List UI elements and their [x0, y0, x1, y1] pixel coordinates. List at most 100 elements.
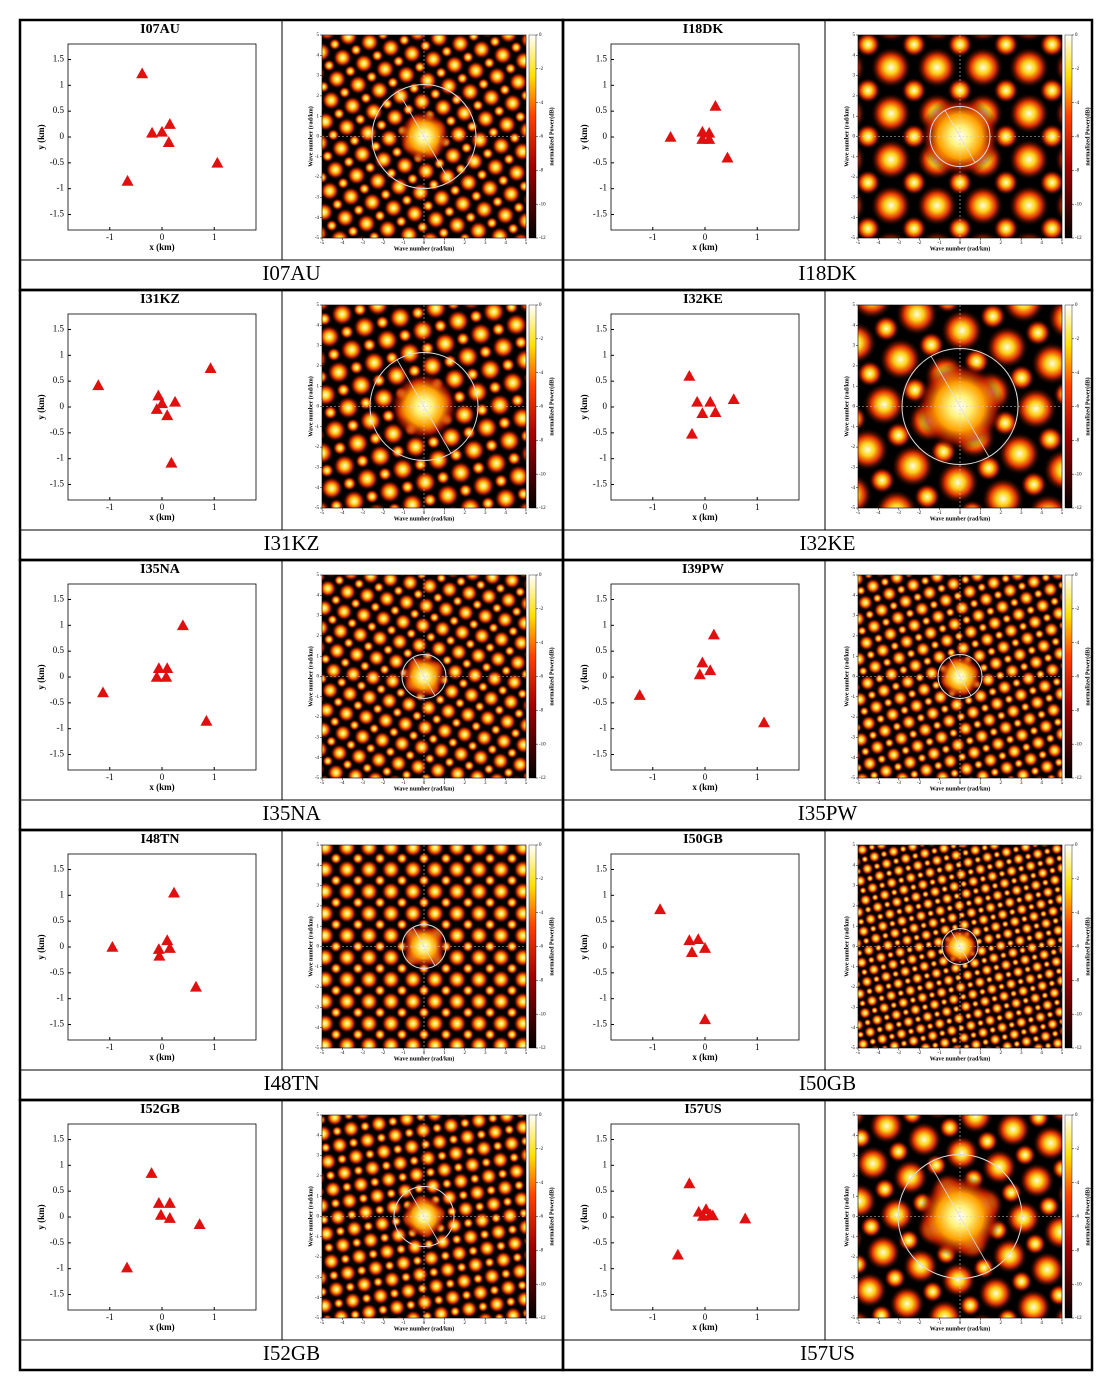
y-tick-label: -3 — [851, 1006, 856, 1011]
x-tick-label: 3 — [484, 511, 487, 516]
y-tick-label: -1.5 — [593, 1289, 608, 1299]
y-tick-label: 0 — [317, 945, 320, 950]
y-tick-label: -3 — [315, 196, 320, 201]
beam-pattern — [858, 35, 1062, 238]
ring — [393, 1186, 455, 1247]
colorbar-tick-label: -4 — [539, 1181, 544, 1186]
y-tick-label: 0 — [603, 671, 608, 681]
x-tick-label: -5 — [856, 781, 861, 786]
x-tick-label: 4 — [504, 781, 507, 786]
x-tick-label: -3 — [361, 241, 366, 246]
colorbar-tick-label: -2 — [539, 877, 544, 882]
x-tick-label: -2 — [381, 1051, 386, 1056]
x-tick-label: 5 — [525, 511, 528, 516]
y-tick-label: 0 — [60, 671, 65, 681]
ring — [369, 352, 479, 461]
x-tick-label: -1 — [402, 1321, 407, 1326]
colorbar-tick-label: -4 — [539, 641, 544, 646]
chart-title: I50GB — [683, 832, 723, 847]
x-tick-label: 4 — [504, 511, 507, 516]
y-tick-label: 0.5 — [53, 105, 65, 115]
x-tick-label: 3 — [484, 241, 487, 246]
x-axis-label: x (km) — [692, 782, 717, 792]
y-tick-label: 1 — [603, 1159, 608, 1169]
colorbar — [1064, 844, 1073, 1049]
x-tick-label: -5 — [856, 241, 861, 246]
y-tick-label: 0.5 — [53, 645, 65, 655]
x-tick-label: 4 — [1040, 241, 1043, 246]
colorbar-tick-label: -8 — [1075, 438, 1080, 443]
y-axis-label: Wave number (rad/km) — [843, 376, 850, 437]
x-tick-label: 2 — [1000, 1051, 1003, 1056]
colorbar-tick-label: -8 — [539, 708, 544, 713]
x-tick-label: -1 — [938, 511, 943, 516]
y-tick-label: -3 — [851, 1276, 856, 1281]
azimuth-line — [397, 91, 451, 182]
y-tick-label: -5 — [851, 506, 856, 511]
x-tick-label: 5 — [525, 241, 528, 246]
y-tick-label: -1.5 — [593, 479, 608, 489]
beam-pattern — [322, 575, 526, 778]
x-axis-label: Wave number (rad/km) — [394, 1055, 455, 1062]
colorbar-tick-label: -6 — [539, 1215, 544, 1220]
station-marker — [671, 1248, 684, 1260]
x-axis-label: Wave number (rad/km) — [930, 785, 991, 792]
station-marker — [696, 407, 709, 418]
x-tick-label: 5 — [525, 781, 528, 786]
y-tick-label: -2 — [851, 1255, 856, 1260]
caption: I18DK — [798, 261, 856, 285]
colorbar-tick-label: -12 — [1075, 506, 1082, 511]
station-marker — [683, 934, 696, 946]
colorbar-tick-label: -8 — [539, 1248, 544, 1253]
plot-frame — [610, 313, 800, 501]
colorbar-tick-label: -6 — [539, 135, 544, 140]
station-marker — [204, 362, 217, 374]
y-tick-label: 2 — [853, 1174, 856, 1179]
station-marker — [654, 903, 667, 915]
chart-title: I39PW — [682, 562, 724, 577]
x-tick-label: -1 — [649, 502, 657, 512]
y-axis-label: y (km) — [36, 934, 46, 959]
azimuth-line — [396, 359, 452, 454]
colorbar-tick-label: -8 — [539, 978, 544, 983]
y-tick-label: 1 — [853, 384, 856, 389]
y-tick-label: 0 — [853, 675, 856, 680]
colorbar-tick-label: 0 — [539, 303, 542, 308]
station-marker — [189, 980, 202, 992]
y-tick-label: 0 — [603, 401, 608, 411]
y-tick-label: 2 — [853, 364, 856, 369]
caption: I35PW — [798, 801, 858, 825]
station-marker — [163, 118, 176, 129]
x-tick-label: -5 — [320, 1051, 325, 1056]
station-marker — [693, 668, 706, 680]
x-tick-label: -2 — [381, 241, 386, 246]
colorbar-tick-label: -4 — [1075, 911, 1080, 916]
y-tick-label: -0.5 — [50, 697, 65, 707]
x-tick-label: -1 — [402, 1051, 407, 1056]
colorbar-tick-label: -6 — [1075, 135, 1080, 140]
station-marker — [150, 403, 163, 414]
beam-pattern — [322, 305, 526, 508]
azimuth-line — [412, 927, 436, 966]
x-tick-label: 5 — [525, 1321, 528, 1326]
caption: I48TN — [264, 1071, 320, 1095]
station-marker — [145, 1167, 158, 1178]
station-marker — [709, 100, 722, 111]
colorbar-tick-label: -8 — [539, 438, 544, 443]
colorbar-tick-label: -2 — [1075, 337, 1080, 342]
colorbar-tick-label: -4 — [539, 911, 544, 916]
station-marker — [706, 1209, 719, 1221]
y-tick-label: -1 — [600, 453, 608, 463]
x-tick-label: 4 — [504, 1321, 507, 1326]
y-tick-label: -4 — [315, 486, 320, 491]
x-tick-label: -3 — [361, 1321, 366, 1326]
station-marker — [683, 1177, 696, 1189]
station-marker — [165, 456, 178, 468]
y-tick-label: -4 — [851, 216, 856, 221]
colorbar-tick-label: -2 — [1075, 877, 1080, 882]
x-tick-label: -5 — [320, 241, 325, 246]
x-tick-label: 1 — [443, 1321, 446, 1326]
x-tick-label: 0 — [423, 1051, 426, 1056]
station-marker — [696, 1209, 709, 1221]
x-tick-label: 0 — [160, 232, 165, 242]
